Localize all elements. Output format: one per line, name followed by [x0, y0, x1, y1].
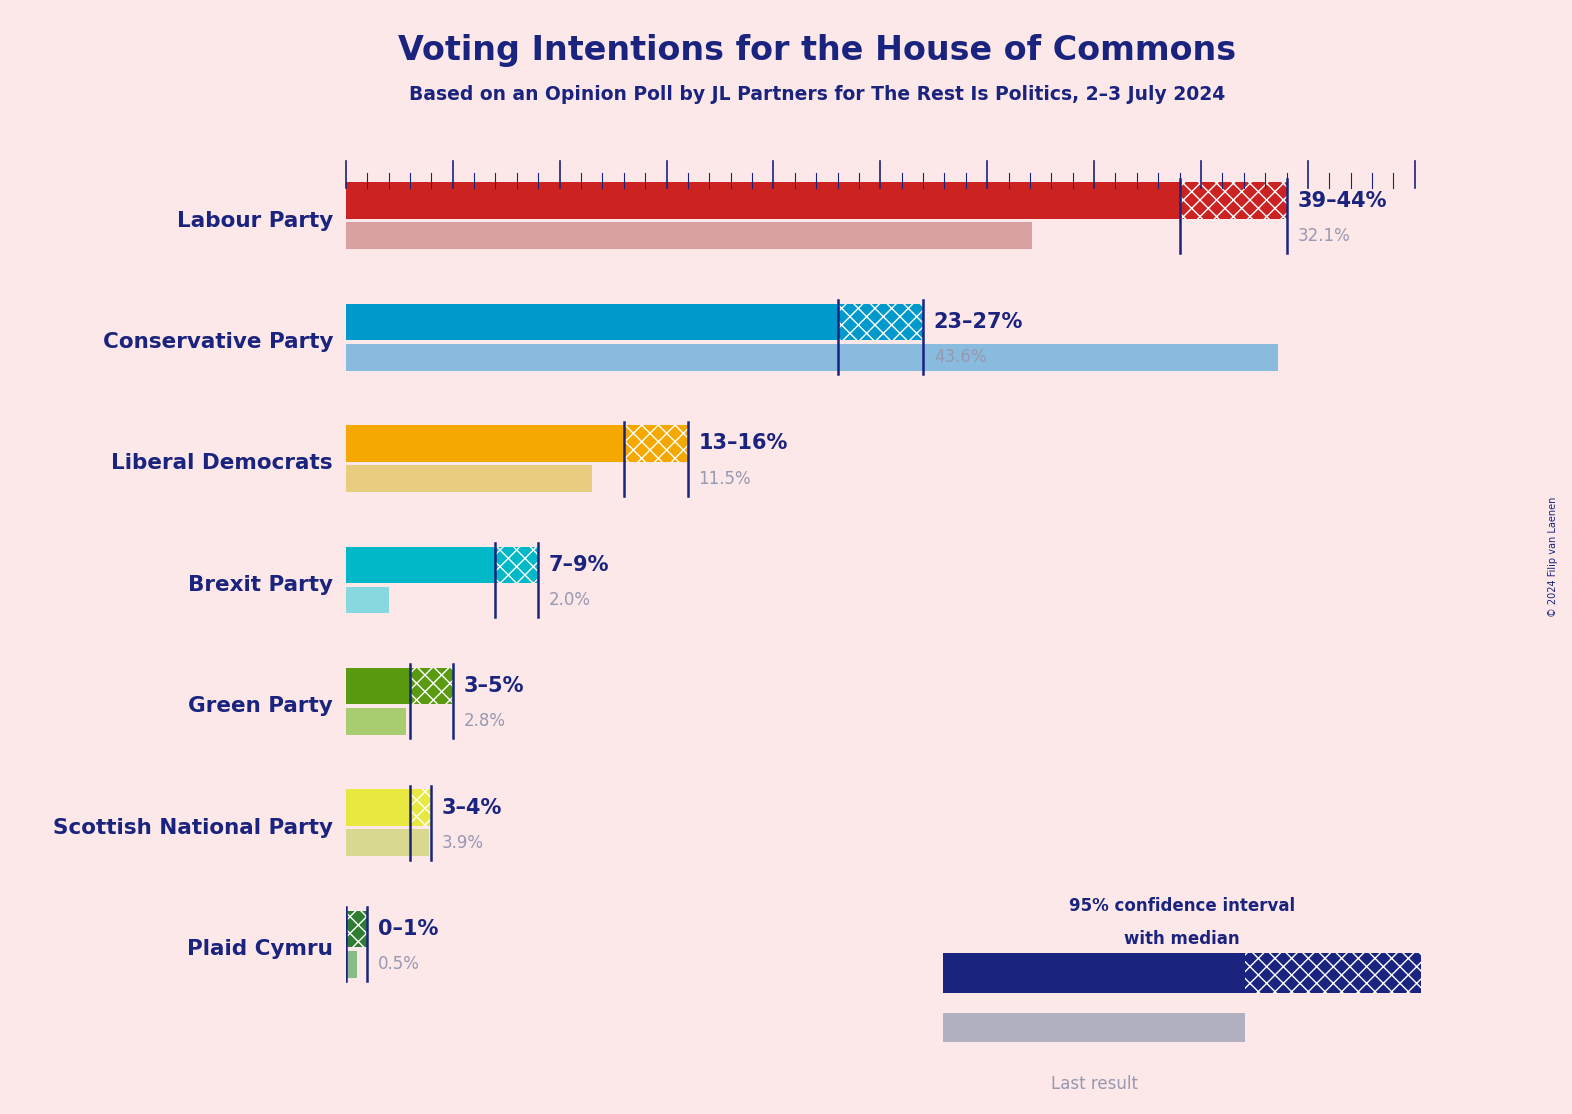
Text: Plaid Cymru: Plaid Cymru — [187, 939, 333, 959]
Bar — [346, 344, 1278, 371]
Text: 43.6%: 43.6% — [934, 349, 986, 367]
Bar — [346, 304, 838, 340]
Text: Scottish National Party: Scottish National Party — [53, 818, 333, 838]
Bar — [943, 1014, 1245, 1043]
Bar — [410, 790, 431, 825]
Bar — [943, 954, 1245, 994]
Bar — [346, 547, 495, 583]
Bar — [346, 587, 388, 614]
Bar — [346, 790, 410, 825]
Text: Liberal Democrats: Liberal Democrats — [112, 453, 333, 473]
Bar — [346, 587, 388, 614]
Bar — [346, 466, 591, 492]
Text: 0–1%: 0–1% — [377, 919, 439, 939]
Bar — [1179, 183, 1286, 218]
Bar — [838, 304, 923, 340]
Bar — [346, 709, 406, 735]
Bar — [346, 951, 357, 978]
Text: 3–5%: 3–5% — [464, 676, 523, 696]
Bar — [1179, 183, 1286, 218]
Text: 3–4%: 3–4% — [442, 798, 503, 818]
Text: Conservative Party: Conservative Party — [102, 332, 333, 352]
Text: Based on an Opinion Poll by JL Partners for The Rest Is Politics, 2–3 July 2024: Based on an Opinion Poll by JL Partners … — [409, 85, 1226, 105]
Bar — [346, 911, 368, 947]
Bar — [624, 426, 689, 461]
Text: with median: with median — [1124, 930, 1240, 948]
Bar — [410, 790, 431, 825]
Bar — [346, 668, 410, 704]
Bar — [346, 951, 357, 978]
Text: 7–9%: 7–9% — [549, 555, 610, 575]
Text: 3.9%: 3.9% — [442, 833, 484, 852]
Bar — [346, 344, 1278, 371]
Bar — [838, 304, 923, 340]
Bar — [346, 426, 624, 461]
Text: Labour Party: Labour Party — [176, 211, 333, 231]
Bar — [346, 223, 1033, 250]
Text: 32.1%: 32.1% — [1297, 227, 1350, 245]
Bar — [346, 183, 1179, 218]
Bar — [410, 668, 453, 704]
Bar — [346, 830, 429, 857]
Bar — [346, 830, 429, 857]
Bar — [624, 426, 689, 461]
Bar — [495, 547, 538, 583]
Text: Last result: Last result — [1050, 1075, 1138, 1093]
Text: Green Party: Green Party — [189, 696, 333, 716]
Text: 13–16%: 13–16% — [698, 433, 788, 453]
Text: Voting Intentions for the House of Commons: Voting Intentions for the House of Commo… — [398, 33, 1237, 67]
Bar — [346, 911, 368, 947]
Text: 95% confidence interval: 95% confidence interval — [1069, 898, 1295, 916]
Bar — [1245, 954, 1421, 994]
Text: © 2024 Filip van Laenen: © 2024 Filip van Laenen — [1548, 497, 1558, 617]
Text: 11.5%: 11.5% — [698, 470, 751, 488]
Text: 0.5%: 0.5% — [377, 955, 420, 974]
Bar — [1245, 954, 1421, 994]
Text: 23–27%: 23–27% — [934, 312, 1023, 332]
Bar — [346, 709, 406, 735]
Bar — [346, 466, 591, 492]
Text: 2.0%: 2.0% — [549, 592, 591, 609]
Bar — [410, 668, 453, 704]
Text: Brexit Party: Brexit Party — [189, 575, 333, 595]
Bar — [346, 223, 1033, 250]
Text: 39–44%: 39–44% — [1297, 190, 1387, 211]
Text: 2.8%: 2.8% — [464, 713, 506, 731]
Bar — [495, 547, 538, 583]
